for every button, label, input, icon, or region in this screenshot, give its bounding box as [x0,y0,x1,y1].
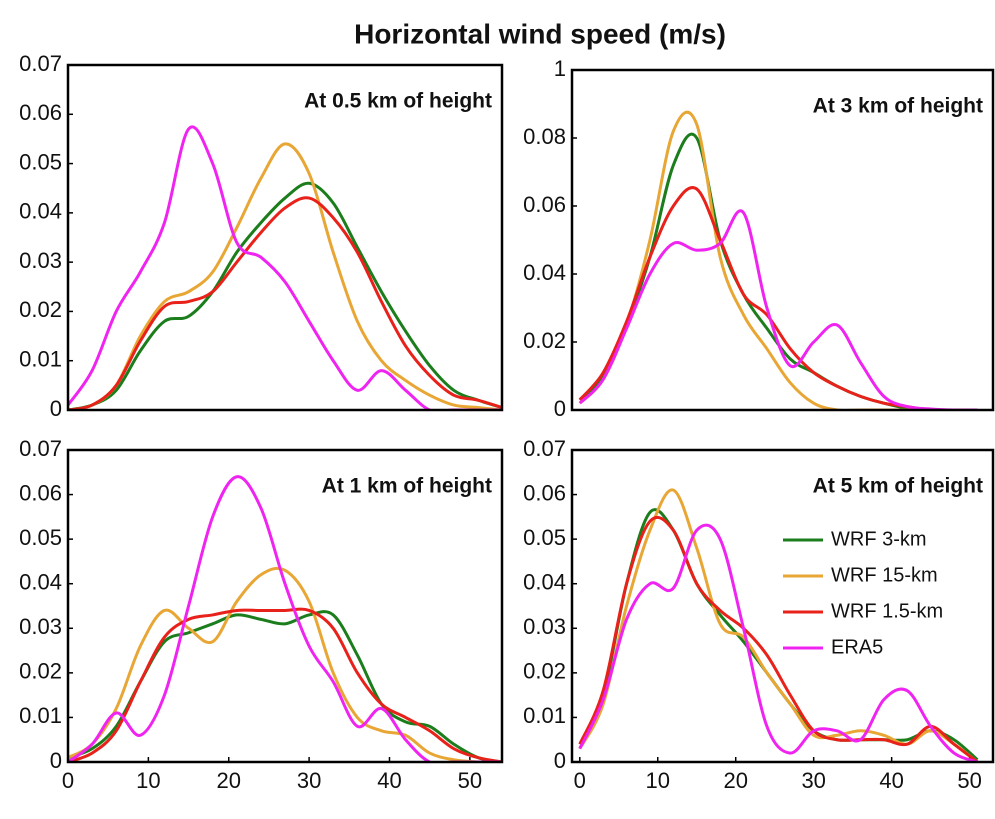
panel-frame [66,63,504,412]
x-tick-label: 30 [801,768,825,793]
legend-label: WRF 15-km [831,564,938,586]
x-tick-label: 40 [377,768,401,793]
x-tick-label: 50 [957,768,981,793]
y-tick-label: 0.01 [19,703,62,728]
series-line [68,142,502,410]
x-tick-label: 40 [879,768,903,793]
y-tick-label: 0.06 [523,480,566,505]
y-tick-label: 0.04 [523,570,566,595]
y-tick-label: 0 [50,748,62,773]
x-tick-label: 20 [216,768,240,793]
y-tick-label: 0.08 [523,124,566,149]
panel: 0 0.01 0.02 0.03 0.04 0.05 0.06 0.07 0 10 20 30 40 50… [523,436,995,793]
y-tick-label: 0.06 [19,100,62,125]
y-tick-label: 0.01 [523,703,566,728]
panel-frame [570,68,995,412]
series-line [578,110,978,410]
x-tick-label: 0 [574,768,586,793]
y-tick-label: 0.07 [523,436,566,461]
legend-label: ERA5 [831,636,883,658]
lines [68,475,502,762]
y-tick-label: 0.05 [19,525,62,550]
y-tick-label: 0.05 [19,149,62,174]
y-tick-label: 0.05 [523,525,566,550]
series-line [68,181,502,410]
y-tick-label: 0.01 [19,347,62,372]
series-line [578,523,978,762]
y-tick-label: 0.06 [19,480,62,505]
panel: 0 0.02 0.04 0.06 0.08 1 At 3 km of height [523,56,995,421]
y-tick-label: 0.02 [523,328,566,353]
panel-frame [66,448,504,764]
y-tick-label: 0.02 [19,659,62,684]
x-tick-label: 10 [646,768,670,793]
legend-label: WRF 3-km [831,528,927,550]
y-tick-label: 0.07 [19,436,62,461]
lines [578,488,979,762]
panel-title: At 5 km of height [813,475,983,498]
y-tick-label: 1 [554,56,566,81]
series-line [578,515,979,762]
lines [578,110,978,410]
x-tick-label: 20 [723,768,747,793]
x-tick-label: 30 [297,768,321,793]
y-tick-label: 0.04 [19,199,62,224]
lines [68,125,502,410]
y-tick-label: 0.07 [19,51,62,76]
y-tick-label: 0 [50,396,62,421]
panel-title: At 0.5 km of height [304,90,492,113]
panel-title: At 3 km of height [813,95,983,118]
y-tick-label: 0.03 [19,248,62,273]
series-line [68,125,502,410]
y-tick-label: 0.04 [19,570,62,595]
panel-frame [570,448,995,764]
panel: 0 0.01 0.02 0.03 0.04 0.05 0.06 0.07 0 10 20 30 40 50… [19,436,504,793]
x-tick-label: 10 [136,768,160,793]
series-line [68,566,502,762]
x-tick-label: 0 [62,768,74,793]
y-tick-label: 0 [554,748,566,773]
y-tick-label: 0.03 [523,614,566,639]
series-line [68,196,502,410]
y-tick-label: 0 [554,396,566,421]
x-tick-label: 50 [458,768,482,793]
y-tick-label: 0.06 [523,192,566,217]
series-line [68,475,502,762]
series-line [68,610,502,762]
figure-title: Horizontal wind speed (m/s) [354,18,726,49]
series-line [578,209,978,410]
series-line [68,607,502,762]
legend-label: WRF 1.5-km [831,600,943,622]
y-tick-label: 0.04 [523,260,566,285]
y-tick-label: 0.02 [523,659,566,684]
panel-title: At 1 km of height [322,475,492,498]
panel: 0 0.01 0.02 0.03 0.04 0.05 0.06 0.07 At 0.5 km o… [19,51,504,421]
y-tick-label: 0.02 [19,297,62,322]
y-tick-label: 0.03 [19,614,62,639]
